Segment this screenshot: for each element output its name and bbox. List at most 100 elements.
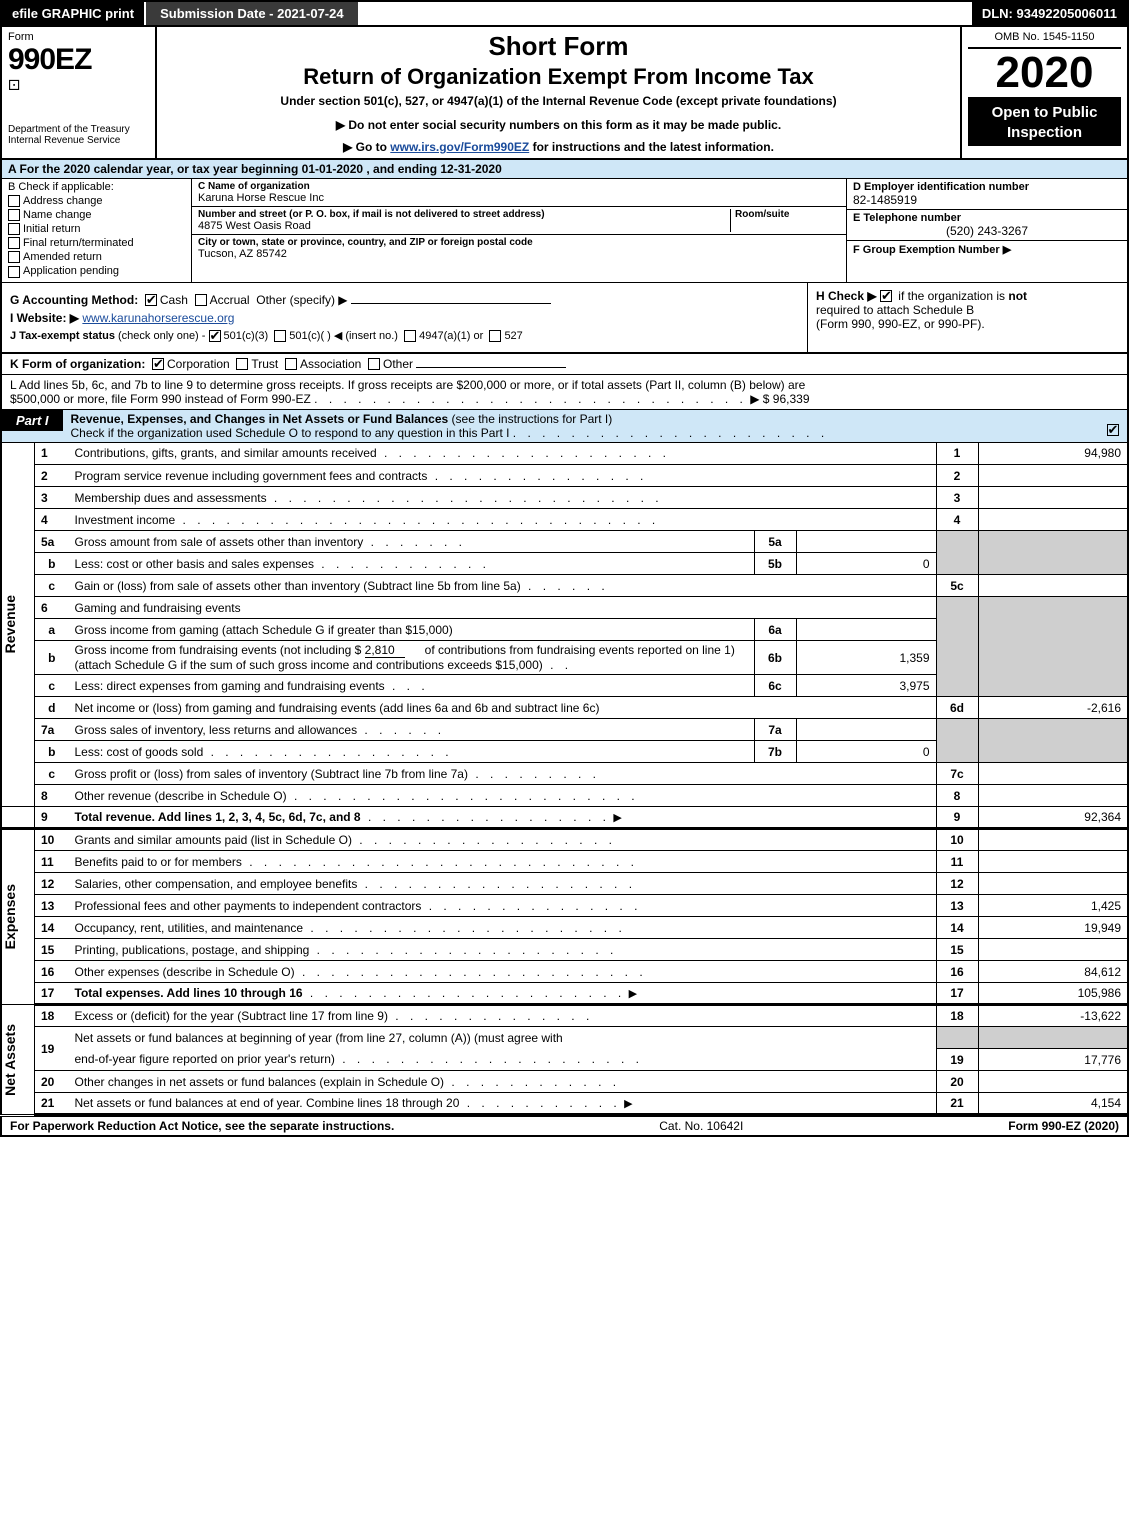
line-4-val bbox=[978, 509, 1128, 531]
line-21-num: 21 bbox=[35, 1093, 69, 1115]
line-17-val: 105,986 bbox=[978, 983, 1128, 1005]
line-17-desc: Total expenses. Add lines 10 through 16 … bbox=[69, 983, 937, 1005]
line-8-col: 8 bbox=[936, 785, 978, 807]
side-revenue-end bbox=[1, 807, 35, 829]
line-7c-col: 7c bbox=[936, 763, 978, 785]
block-ghij: G Accounting Method: Cash Accrual Other … bbox=[0, 282, 1129, 354]
chk-cash[interactable] bbox=[145, 294, 157, 306]
j-label: J Tax-exempt status bbox=[10, 330, 115, 342]
line-8-val bbox=[978, 785, 1128, 807]
line-1-col: 1 bbox=[936, 443, 978, 465]
line-6b-num: b bbox=[35, 641, 69, 675]
chk-h[interactable] bbox=[880, 290, 892, 302]
chk-501c[interactable] bbox=[274, 330, 286, 342]
line-20-col: 20 bbox=[936, 1071, 978, 1093]
irs-link[interactable]: www.irs.gov/Form990EZ bbox=[390, 140, 529, 154]
website-link[interactable]: www.karunahorserescue.org bbox=[82, 311, 234, 325]
line-14-num: 14 bbox=[35, 917, 69, 939]
top-toolbar: efile GRAPHIC print Submission Date - 20… bbox=[0, 0, 1129, 27]
line-7a-num: 7a bbox=[35, 719, 69, 741]
line-6c-inner-lbl: 6c bbox=[754, 675, 796, 697]
line-12-num: 12 bbox=[35, 873, 69, 895]
line-9-desc: Total revenue. Add lines 1, 2, 3, 4, 5c,… bbox=[69, 807, 937, 829]
line-1-num: 1 bbox=[35, 443, 69, 465]
g-accounting-row: G Accounting Method: Cash Accrual Other … bbox=[10, 293, 799, 307]
chk-application-pending[interactable]: Application pending bbox=[8, 265, 185, 277]
line-5b-desc: Less: cost or other basis and sales expe… bbox=[69, 553, 755, 575]
line-2-val bbox=[978, 465, 1128, 487]
line-12-desc: Salaries, other compensation, and employ… bbox=[69, 873, 937, 895]
chk-final-return[interactable]: Final return/terminated bbox=[8, 237, 185, 249]
chk-name-change[interactable]: Name change bbox=[8, 209, 185, 221]
line-14-desc: Occupancy, rent, utilities, and maintena… bbox=[69, 917, 937, 939]
chk-4947[interactable] bbox=[404, 330, 416, 342]
c-name-label: C Name of organization bbox=[198, 181, 840, 192]
line-10-val bbox=[978, 829, 1128, 851]
dln-badge: DLN: 93492205006011 bbox=[972, 2, 1127, 25]
chk-other-org[interactable] bbox=[368, 358, 380, 370]
i-label: I Website: ▶ bbox=[10, 311, 79, 325]
efile-print-button[interactable]: efile GRAPHIC print bbox=[2, 2, 146, 25]
line-9-val: 92,364 bbox=[978, 807, 1128, 829]
line-6a-num: a bbox=[35, 619, 69, 641]
line-21-col: 21 bbox=[936, 1093, 978, 1115]
chk-association[interactable] bbox=[285, 358, 297, 370]
line-6c-desc: Less: direct expenses from gaming and fu… bbox=[69, 675, 755, 697]
line-2-desc: Program service revenue including govern… bbox=[69, 465, 937, 487]
chk-corporation[interactable] bbox=[152, 358, 164, 370]
form-word: Form bbox=[8, 31, 149, 43]
dots: . . . . . . . . . . . . . . . . . . . . … bbox=[314, 392, 747, 406]
chk-trust[interactable] bbox=[236, 358, 248, 370]
line-20-val bbox=[978, 1071, 1128, 1093]
d-ein-value: 82-1485919 bbox=[853, 193, 1121, 207]
header-right: OMB No. 1545-1150 2020 Open to Public In… bbox=[962, 27, 1127, 158]
line-7b-inner-val: 0 bbox=[796, 741, 936, 763]
chk-527[interactable] bbox=[489, 330, 501, 342]
header-left: Form 990EZ ⚀ Department of the Treasury … bbox=[2, 27, 157, 158]
k-other-input[interactable] bbox=[416, 367, 566, 368]
footer-right: Form 990-EZ (2020) bbox=[1008, 1119, 1119, 1133]
line-6d-val: -2,616 bbox=[978, 697, 1128, 719]
line-16-col: 16 bbox=[936, 961, 978, 983]
chk-address-change[interactable]: Address change bbox=[8, 195, 185, 207]
goto-pre: ▶ Go to bbox=[343, 140, 390, 154]
chk-initial-return[interactable]: Initial return bbox=[8, 223, 185, 235]
i-website-row: I Website: ▶ www.karunahorserescue.org bbox=[10, 311, 799, 325]
part1-title: Revenue, Expenses, and Changes in Net As… bbox=[71, 412, 449, 426]
g-other-input[interactable] bbox=[351, 303, 551, 304]
part1-paren: (see the instructions for Part I) bbox=[452, 412, 613, 426]
line-11-val bbox=[978, 851, 1128, 873]
line-7a-inner-lbl: 7a bbox=[754, 719, 796, 741]
treasury-seal-icon: ⚀ bbox=[8, 77, 149, 94]
omb-number: OMB No. 1545-1150 bbox=[968, 29, 1121, 49]
goto-text: ▶ Go to www.irs.gov/Form990EZ for instru… bbox=[167, 140, 950, 154]
chk-amended-return[interactable]: Amended return bbox=[8, 251, 185, 263]
line-6a-inner-lbl: 6a bbox=[754, 619, 796, 641]
line-6c-num: c bbox=[35, 675, 69, 697]
chk-part1-schedule-o[interactable] bbox=[1107, 424, 1119, 436]
line-7b-inner-lbl: 7b bbox=[754, 741, 796, 763]
line-6d-col: 6d bbox=[936, 697, 978, 719]
entity-info-block: B Check if applicable: Address change Na… bbox=[0, 179, 1129, 282]
line-15-val bbox=[978, 939, 1128, 961]
footer-left: For Paperwork Reduction Act Notice, see … bbox=[10, 1119, 394, 1133]
line-8-num: 8 bbox=[35, 785, 69, 807]
line-13-desc: Professional fees and other payments to … bbox=[69, 895, 937, 917]
line-6a-inner-val bbox=[796, 619, 936, 641]
line-15-desc: Printing, publications, postage, and shi… bbox=[69, 939, 937, 961]
line-17-num: 17 bbox=[35, 983, 69, 1005]
line-6b-inner-val: 1,359 bbox=[796, 641, 936, 675]
side-net-assets: Net Assets bbox=[1, 1005, 35, 1115]
line-16-num: 16 bbox=[35, 961, 69, 983]
line-18-num: 18 bbox=[35, 1005, 69, 1027]
line-6d-num: d bbox=[35, 697, 69, 719]
c-city-label: City or town, state or province, country… bbox=[198, 237, 840, 248]
chk-accrual[interactable] bbox=[195, 294, 207, 306]
c-city-value: Tucson, AZ 85742 bbox=[198, 248, 840, 260]
chk-501c3[interactable] bbox=[209, 330, 221, 342]
line-6d-desc: Net income or (loss) from gaming and fun… bbox=[69, 697, 937, 719]
side-revenue: Revenue bbox=[1, 443, 35, 807]
line-19-desc2: end-of-year figure reported on prior yea… bbox=[69, 1049, 937, 1071]
line-6-grey-val bbox=[978, 597, 1128, 697]
line-7ab-grey-val bbox=[978, 719, 1128, 763]
